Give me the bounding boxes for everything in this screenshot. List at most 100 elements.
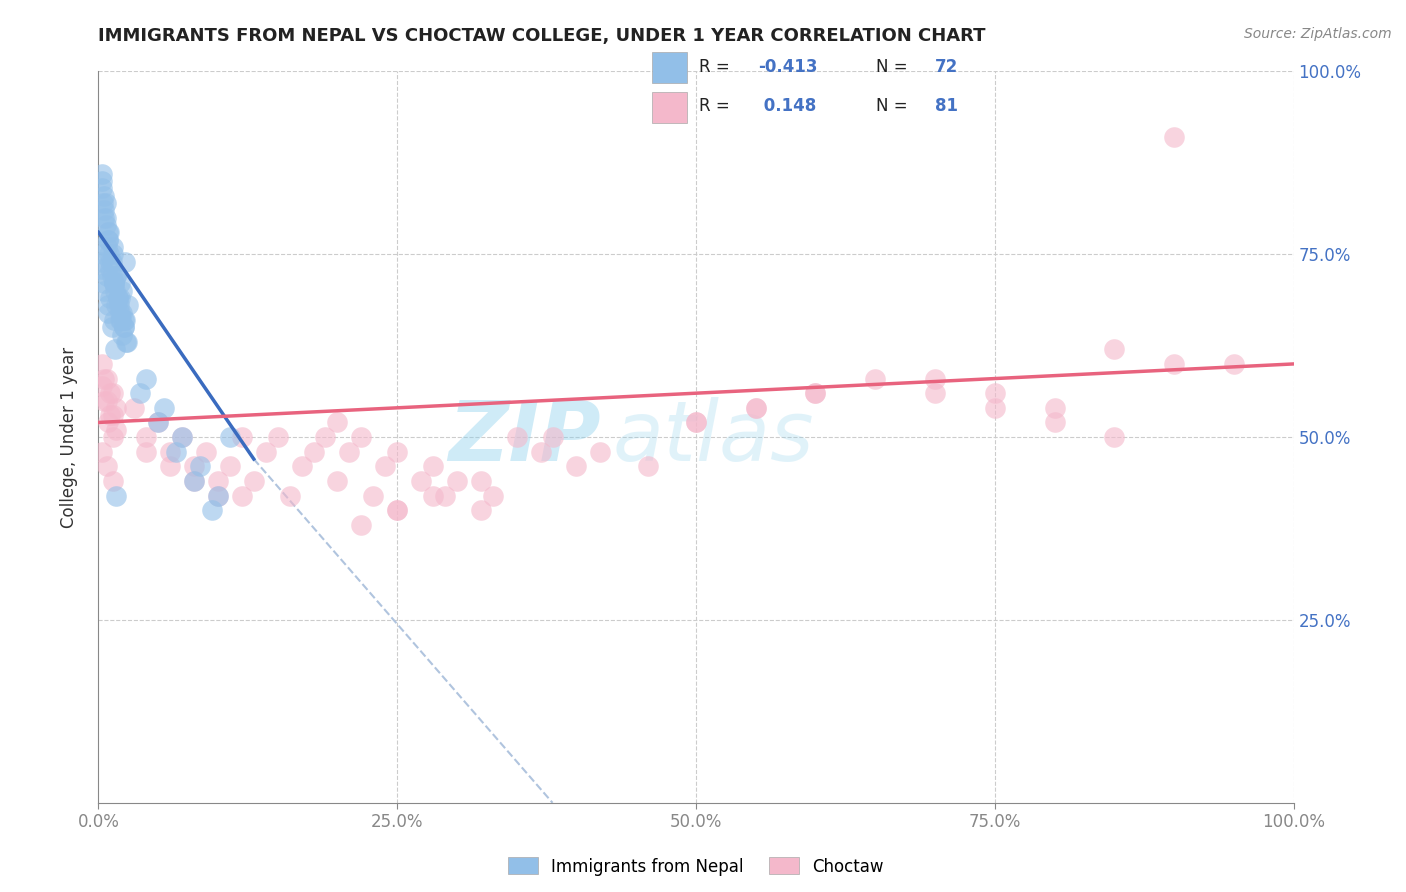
Point	[93, 203, 115, 218]
Point	[984, 401, 1007, 415]
Point	[422, 489, 444, 503]
FancyBboxPatch shape	[651, 53, 688, 83]
Point	[101, 474, 124, 488]
Point	[219, 430, 242, 444]
Point	[183, 459, 205, 474]
Text: 81: 81	[935, 97, 957, 115]
Point	[804, 386, 827, 401]
Point	[104, 284, 127, 298]
Point	[111, 327, 134, 342]
Y-axis label: College, Under 1 year: College, Under 1 year	[59, 346, 77, 528]
Point	[231, 489, 253, 503]
Text: N =: N =	[876, 97, 912, 115]
Point	[231, 430, 253, 444]
Point	[104, 343, 127, 357]
Point	[105, 401, 128, 415]
Point	[100, 254, 122, 268]
Text: 72: 72	[935, 59, 959, 77]
Point	[91, 379, 114, 393]
Point	[107, 291, 129, 305]
Point	[924, 386, 946, 401]
Point	[96, 371, 118, 385]
Point	[385, 444, 409, 458]
Point	[91, 261, 114, 276]
Point	[1163, 357, 1185, 371]
Point	[105, 489, 128, 503]
Point	[103, 277, 125, 291]
Point	[93, 277, 115, 291]
Point	[1163, 130, 1185, 145]
Point	[93, 371, 115, 385]
Point	[108, 313, 131, 327]
Point	[315, 430, 337, 444]
Point	[804, 386, 827, 401]
Text: Source: ZipAtlas.com: Source: ZipAtlas.com	[1244, 27, 1392, 41]
Point	[350, 430, 373, 444]
Point	[470, 503, 492, 517]
Point	[745, 401, 768, 415]
Point	[98, 291, 122, 305]
Point	[745, 401, 768, 415]
Point	[291, 459, 314, 474]
Point	[194, 444, 218, 458]
Point	[94, 196, 117, 211]
Point	[188, 459, 211, 474]
Text: atlas: atlas	[613, 397, 814, 477]
Point	[105, 423, 128, 437]
Point	[159, 459, 181, 474]
Point	[110, 313, 132, 327]
Text: N =: N =	[876, 59, 912, 77]
Point	[278, 489, 301, 503]
Point	[107, 291, 129, 305]
Point	[637, 459, 659, 474]
Point	[1222, 357, 1246, 371]
Point	[183, 474, 205, 488]
Point	[103, 313, 125, 327]
Point	[100, 320, 122, 334]
Point	[374, 459, 396, 474]
Point	[108, 277, 131, 291]
Point	[108, 291, 131, 305]
Point	[93, 284, 115, 298]
Point	[108, 306, 131, 320]
FancyBboxPatch shape	[651, 92, 688, 122]
Point	[98, 261, 122, 276]
Point	[101, 240, 124, 254]
Point	[105, 298, 128, 312]
Point	[112, 320, 135, 334]
Point	[103, 277, 125, 291]
Point	[541, 430, 564, 444]
Point	[363, 489, 385, 503]
Point	[91, 174, 114, 188]
Point	[863, 371, 887, 385]
Point	[385, 503, 409, 517]
Point	[105, 269, 128, 284]
Point	[93, 188, 115, 202]
Point	[97, 233, 120, 247]
Point	[124, 401, 146, 415]
Point	[94, 211, 117, 225]
Point	[96, 393, 118, 408]
Point	[135, 371, 157, 385]
Text: 0.148: 0.148	[758, 97, 815, 115]
Point	[97, 233, 120, 247]
Point	[267, 430, 290, 444]
Point	[433, 489, 456, 503]
Point	[165, 444, 187, 458]
Point	[97, 225, 120, 239]
Point	[97, 416, 120, 430]
Point	[93, 393, 115, 408]
Point	[115, 334, 138, 349]
Point	[114, 254, 136, 268]
Text: -0.413: -0.413	[758, 59, 817, 77]
Point	[94, 218, 117, 232]
Point	[172, 430, 194, 444]
Point	[207, 474, 229, 488]
Point	[172, 430, 194, 444]
Point	[93, 211, 115, 225]
Point	[115, 334, 138, 349]
Point	[339, 444, 360, 458]
Point	[101, 386, 124, 401]
Point	[111, 284, 134, 298]
Point	[97, 306, 120, 320]
